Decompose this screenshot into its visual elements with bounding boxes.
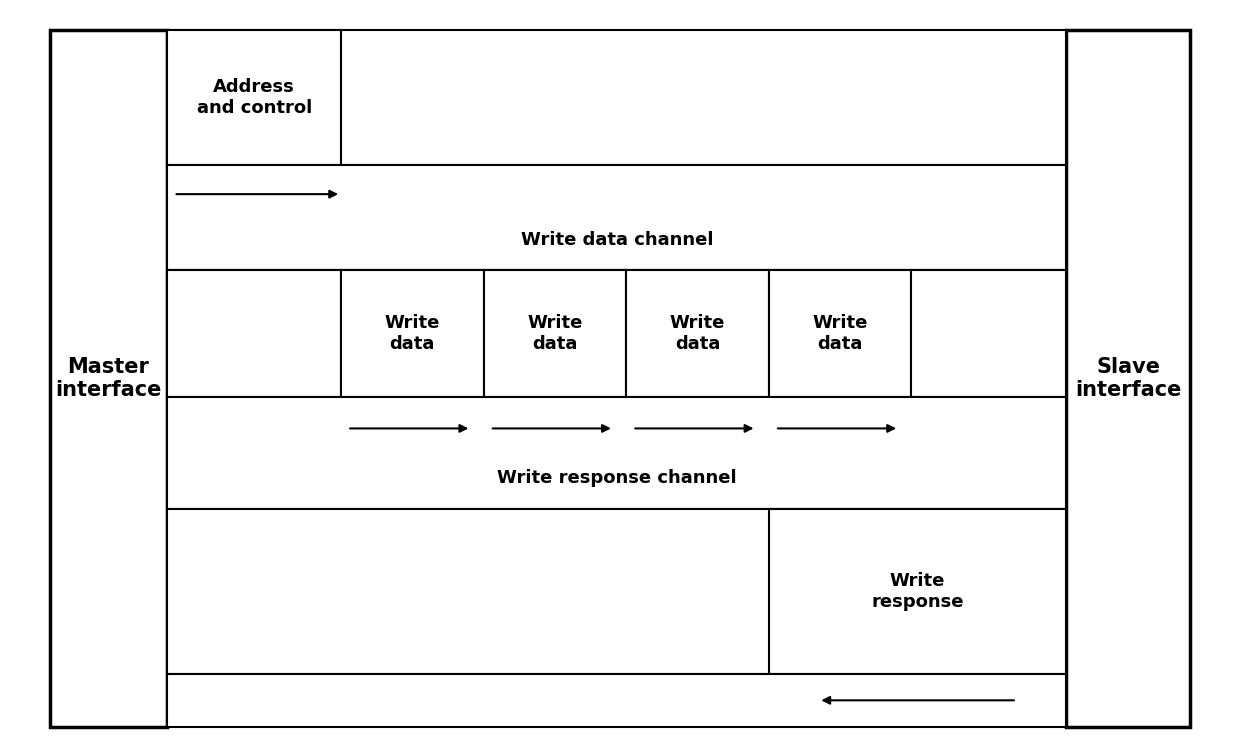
Bar bbox=[1066, 30, 1190, 727]
Bar bbox=[626, 270, 769, 397]
Text: Write
response: Write response bbox=[872, 572, 963, 611]
Bar bbox=[167, 165, 1066, 270]
Bar bbox=[167, 397, 1066, 509]
Text: Master
interface: Master interface bbox=[56, 357, 161, 400]
Bar bbox=[484, 270, 626, 397]
Text: Address
and control: Address and control bbox=[197, 78, 311, 117]
Text: Write
data: Write data bbox=[812, 314, 868, 353]
Text: Write
data: Write data bbox=[527, 314, 583, 353]
Bar bbox=[769, 270, 911, 397]
Text: Write
data: Write data bbox=[384, 314, 440, 353]
Text: Write
data: Write data bbox=[670, 314, 725, 353]
Text: Slave
interface: Slave interface bbox=[1075, 357, 1182, 400]
Bar bbox=[911, 270, 1066, 397]
Bar bbox=[769, 509, 1066, 674]
Bar bbox=[50, 30, 167, 727]
Bar bbox=[167, 270, 341, 397]
Bar bbox=[341, 270, 484, 397]
Text: Write data channel: Write data channel bbox=[521, 231, 713, 249]
Bar bbox=[167, 30, 1066, 165]
Bar bbox=[167, 509, 1066, 674]
Text: Write response channel: Write response channel bbox=[497, 469, 737, 487]
Bar bbox=[167, 674, 1066, 727]
Bar bbox=[167, 30, 341, 165]
Bar bbox=[167, 270, 1066, 397]
